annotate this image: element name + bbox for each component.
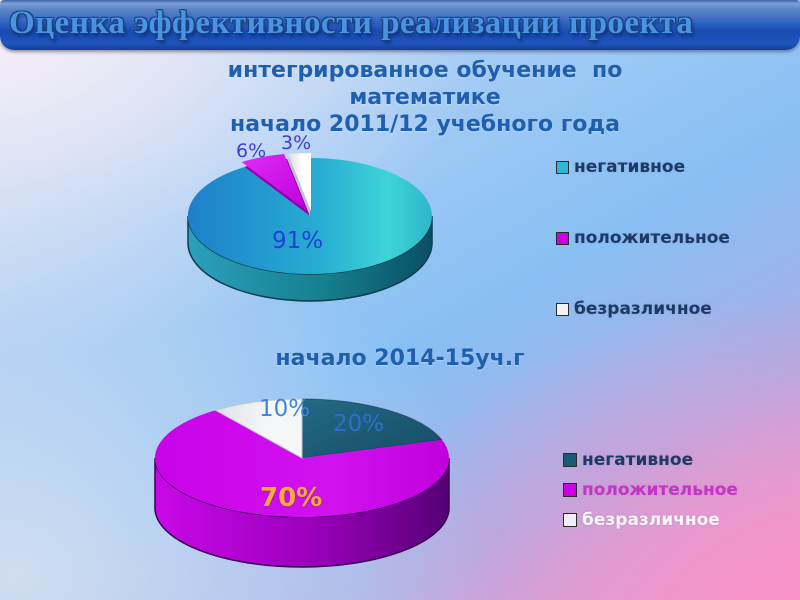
legend-label: безразличное <box>582 510 720 530</box>
swatch-positive-icon <box>556 231 569 245</box>
legend-label: безразличное <box>574 299 712 319</box>
swatch-negative-icon <box>556 160 569 174</box>
swatch-indifferent-icon <box>556 302 569 316</box>
chart1-legend: негативное положительное безразличное <box>556 157 730 370</box>
chart2-pie <box>154 398 450 568</box>
swatch-negative-icon <box>563 453 577 467</box>
legend-item-negative: негативное <box>563 450 738 470</box>
legend-label: положительное <box>574 228 730 248</box>
chart1-label-indifferent: 3% <box>281 132 312 154</box>
chart1-pie <box>187 152 433 302</box>
slide-title-bar: Оценка эффективности реализации проекта <box>0 0 800 50</box>
chart2-label-positive: 70% <box>260 483 323 513</box>
swatch-positive-icon <box>563 483 577 497</box>
slide-title: Оценка эффективности реализации проекта <box>9 5 694 41</box>
legend-item-indifferent: безразличное <box>556 299 730 319</box>
chart1-title: интегрированное обучение по математике н… <box>227 58 623 137</box>
swatch-indifferent-icon <box>563 513 577 527</box>
chart2-legend: негативное положительное безразличное <box>563 450 738 540</box>
legend-label: негативное <box>582 450 694 470</box>
legend-label: негативное <box>574 157 686 177</box>
legend-item-indifferent: безразличное <box>563 510 738 530</box>
chart1-label-negative: 91% <box>272 228 324 254</box>
chart2-label-negative: 20% <box>333 411 385 437</box>
chart1-label-positive: 6% <box>236 140 267 162</box>
legend-item-positive: положительное <box>556 228 730 248</box>
chart2-label-indifferent: 10% <box>259 396 311 422</box>
legend-item-positive: положительное <box>563 480 738 500</box>
legend-label: положительное <box>582 480 738 500</box>
legend-item-negative: негативное <box>556 157 730 177</box>
chart2-title: начало 2014-15уч.г <box>275 346 525 371</box>
